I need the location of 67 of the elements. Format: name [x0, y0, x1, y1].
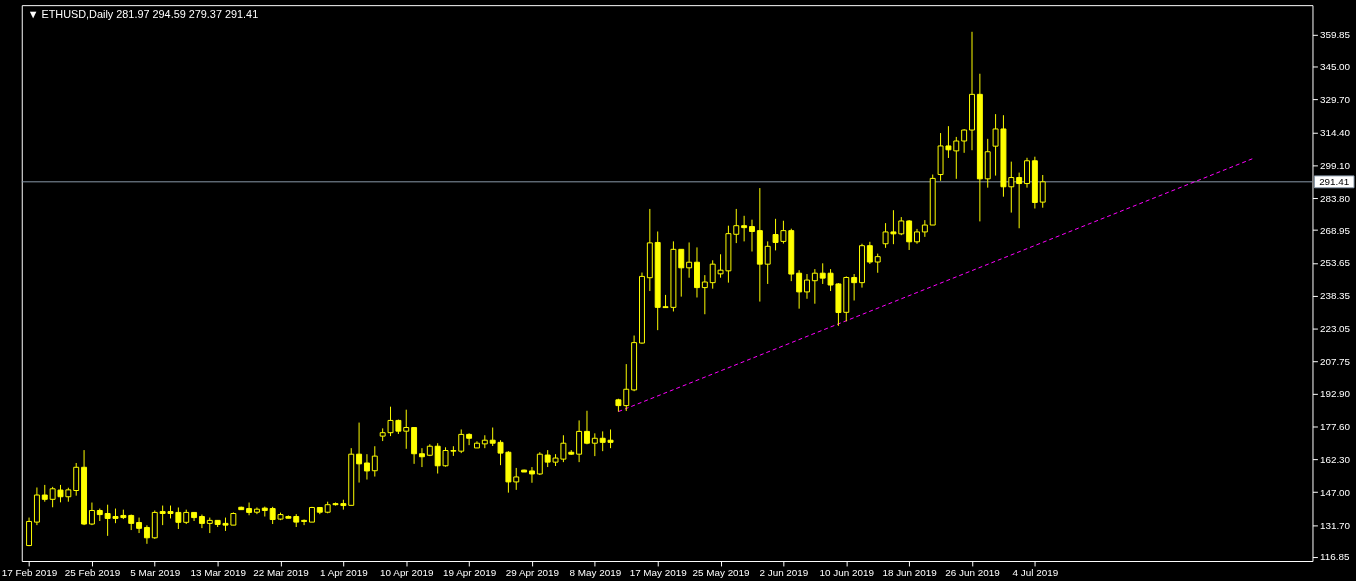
candlestick	[1016, 172, 1023, 229]
x-tick-label: 8 May 2019	[569, 567, 622, 579]
candlestick	[1039, 174, 1046, 209]
ref-line-label: 291.41	[1319, 175, 1350, 187]
candlestick	[143, 524, 150, 545]
candlestick	[246, 502, 253, 516]
y-tick-label: 345.00	[1319, 61, 1351, 73]
candlestick	[528, 466, 535, 484]
candlestick	[363, 453, 370, 481]
x-tick-label: 17 May 2019	[629, 567, 688, 579]
y-tick-label: 314.40	[1319, 126, 1351, 138]
y-tick-label: 268.95	[1319, 224, 1351, 236]
y-tick-label: 116.85	[1319, 551, 1350, 563]
y-tick-label: 131.70	[1319, 519, 1351, 531]
chart-title: ▼ ETHUSD,Daily 281.97 294.59 279.37 291.41	[27, 8, 259, 21]
x-tick-label: 4 Jul 2019	[1012, 567, 1059, 579]
y-tick-label: 192.90	[1319, 388, 1351, 400]
y-tick-label: 329.70	[1319, 93, 1351, 105]
candlestick	[961, 128, 968, 154]
candlestick	[851, 273, 858, 301]
candlestick	[418, 447, 425, 468]
y-tick-label: 147.00	[1319, 486, 1351, 498]
candlestick	[301, 519, 308, 526]
x-tick-label: 10 Apr 2019	[380, 567, 434, 579]
y-tick-label: 177.60	[1319, 420, 1351, 432]
y-tick-label: 238.35	[1319, 290, 1351, 302]
candlestick	[584, 410, 590, 445]
candlestick	[356, 422, 363, 484]
candlestick	[591, 432, 598, 457]
candlestick	[921, 219, 928, 238]
x-tick-label: 29 Apr 2019	[505, 567, 560, 579]
x-tick-label: 25 May 2019	[692, 567, 751, 579]
candlestick	[811, 268, 818, 305]
x-tick-label: 5 Mar 2019	[130, 567, 181, 579]
candlestick	[749, 219, 755, 252]
x-tick-label: 17 Feb 2019	[1, 567, 58, 579]
x-tick-label: 19 Apr 2019	[442, 567, 497, 579]
x-tick-label: 25 Feb 2019	[64, 567, 121, 579]
y-tick-label: 207.75	[1319, 356, 1351, 368]
candlestick	[906, 219, 913, 251]
candlestick	[73, 462, 80, 497]
candlestick	[796, 269, 803, 310]
y-tick-label: 253.65	[1319, 257, 1351, 269]
x-tick-label: 18 Jun 2019	[882, 567, 938, 579]
candlestick	[874, 253, 881, 274]
y-tick-label: 299.10	[1319, 159, 1351, 171]
x-tick-label: 2 Jun 2019	[759, 567, 809, 579]
y-tick-label: 283.80	[1319, 192, 1351, 204]
y-tick-label: 223.05	[1319, 323, 1351, 335]
candlestick	[136, 517, 143, 534]
candlestick	[866, 241, 873, 265]
candlestick	[701, 274, 708, 315]
x-tick-label: 22 Mar 2019	[253, 567, 310, 579]
candlestick	[686, 241, 693, 279]
candlestick	[576, 419, 583, 463]
x-tick-label: 26 Jun 2019	[945, 567, 1001, 579]
y-tick-label: 359.85	[1319, 29, 1351, 41]
x-tick-label: 13 Mar 2019	[190, 567, 247, 579]
candlestick	[1024, 157, 1030, 189]
candlestick	[371, 445, 378, 478]
y-tick-label: 162.30	[1319, 453, 1351, 465]
candlestick	[804, 273, 810, 300]
x-tick-label: 10 Jun 2019	[819, 567, 875, 579]
x-tick-label: 1 Apr 2019	[319, 567, 369, 579]
candlestick	[741, 215, 748, 242]
candlestick	[764, 240, 771, 285]
candlestick	[466, 432, 473, 446]
